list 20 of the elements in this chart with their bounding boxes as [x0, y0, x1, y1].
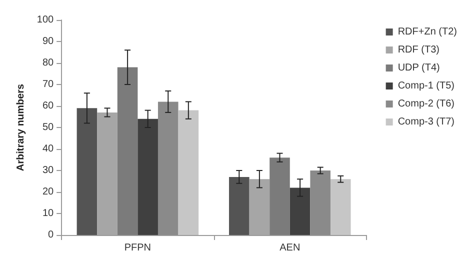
x-tick-label: AEN [280, 242, 300, 254]
legend-label: RDF+Zn (T2) [398, 26, 457, 38]
legend-label: RDF (T3) [398, 44, 440, 56]
y-tick-label: 100 [36, 14, 54, 26]
y-tick-label: 30 [42, 165, 54, 176]
y-tick-label: 70 [42, 79, 54, 90]
y-tick-label: 0 [48, 230, 54, 240]
y-axis-title: Arbitrary numbers [16, 83, 26, 172]
y-tick-label: 50 [42, 122, 54, 133]
y-tick-label: 10 [42, 208, 54, 219]
legend-label: UDP (T4) [398, 62, 440, 74]
legend-label: Comp-1 (T5) [398, 80, 455, 92]
x-tick-label: PFPN [124, 242, 152, 254]
y-tick-label: 90 [42, 36, 54, 47]
legend-label: Comp-2 (T6) [398, 98, 455, 110]
legend-label: Comp-3 (T7) [398, 116, 455, 128]
y-tick-label: 40 [42, 144, 54, 154]
y-tick-label: 20 [42, 186, 54, 198]
y-tick-label: 60 [42, 100, 54, 112]
y-tick-label: 80 [42, 58, 54, 68]
